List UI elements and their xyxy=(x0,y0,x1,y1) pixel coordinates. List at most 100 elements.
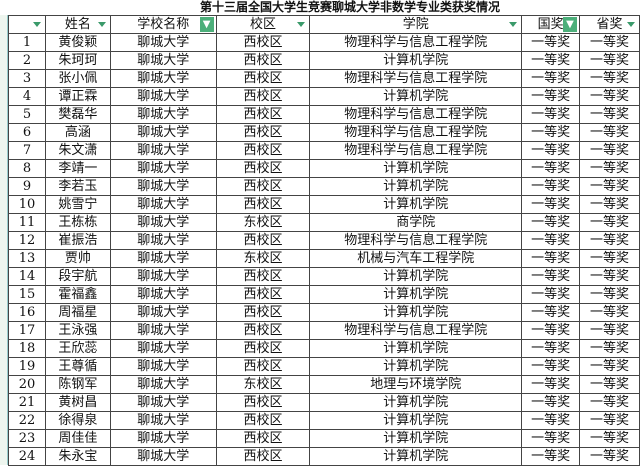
cell-campus[interactable]: 西校区 xyxy=(215,393,311,412)
cell-name[interactable]: 陈钢军 xyxy=(44,375,111,394)
cell-provincial-award[interactable]: 一等奖 xyxy=(579,303,640,322)
cell-school[interactable]: 聊城大学 xyxy=(109,393,217,412)
cell-name[interactable]: 高涵 xyxy=(44,123,111,142)
cell-national-award[interactable]: 一等奖 xyxy=(521,447,581,466)
cell-campus[interactable]: 西校区 xyxy=(215,87,311,106)
cell-index[interactable]: 19 xyxy=(8,357,46,376)
cell-name[interactable]: 朱永宝 xyxy=(44,447,111,466)
cell-provincial-award[interactable]: 一等奖 xyxy=(579,51,640,70)
cell-school[interactable]: 聊城大学 xyxy=(109,429,217,448)
cell-national-award[interactable]: 一等奖 xyxy=(521,213,581,232)
cell-national-award[interactable]: 一等奖 xyxy=(521,339,581,358)
cell-index[interactable]: 9 xyxy=(8,177,46,196)
cell-campus[interactable]: 东校区 xyxy=(215,375,311,394)
cell-national-award[interactable]: 一等奖 xyxy=(521,177,581,196)
cell-name[interactable]: 朱文潇 xyxy=(44,141,111,160)
cell-name[interactable]: 黄树昌 xyxy=(44,393,111,412)
cell-school[interactable]: 聊城大学 xyxy=(109,375,217,394)
cell-school[interactable]: 聊城大学 xyxy=(109,303,217,322)
cell-campus[interactable]: 西校区 xyxy=(215,195,311,214)
cell-provincial-award[interactable]: 一等奖 xyxy=(579,447,640,466)
cell-college[interactable]: 计算机学院 xyxy=(309,87,523,106)
filter-dropdown-icon[interactable] xyxy=(32,22,41,27)
cell-college[interactable]: 物理科学与信息工程学院 xyxy=(309,141,523,160)
cell-national-award[interactable]: 一等奖 xyxy=(521,393,581,412)
cell-national-award[interactable]: 一等奖 xyxy=(521,195,581,214)
cell-campus[interactable]: 西校区 xyxy=(215,447,311,466)
cell-college[interactable]: 物理科学与信息工程学院 xyxy=(309,123,523,142)
cell-college[interactable]: 计算机学院 xyxy=(309,393,523,412)
cell-provincial-award[interactable]: 一等奖 xyxy=(579,231,640,250)
cell-index[interactable]: 16 xyxy=(8,303,46,322)
cell-name[interactable]: 李若玉 xyxy=(44,177,111,196)
cell-index[interactable]: 11 xyxy=(8,213,46,232)
cell-national-award[interactable]: 一等奖 xyxy=(521,411,581,430)
cell-provincial-award[interactable]: 一等奖 xyxy=(579,375,640,394)
cell-college[interactable]: 商学院 xyxy=(309,213,523,232)
filter-dropdown-icon[interactable] xyxy=(297,22,306,27)
cell-national-award[interactable]: 一等奖 xyxy=(521,357,581,376)
cell-provincial-award[interactable]: 一等奖 xyxy=(579,339,640,358)
cell-school[interactable]: 聊城大学 xyxy=(109,249,217,268)
cell-index[interactable]: 6 xyxy=(8,123,46,142)
cell-provincial-award[interactable]: 一等奖 xyxy=(579,177,640,196)
cell-college[interactable]: 计算机学院 xyxy=(309,267,523,286)
cell-national-award[interactable]: 一等奖 xyxy=(521,321,581,340)
cell-index[interactable]: 4 xyxy=(8,87,46,106)
cell-name[interactable]: 王欣蕊 xyxy=(44,339,111,358)
cell-provincial-award[interactable]: 一等奖 xyxy=(579,195,640,214)
cell-index[interactable]: 8 xyxy=(8,159,46,178)
cell-provincial-award[interactable]: 一等奖 xyxy=(579,267,640,286)
cell-provincial-award[interactable]: 一等奖 xyxy=(579,123,640,142)
cell-school[interactable]: 聊城大学 xyxy=(109,177,217,196)
cell-provincial-award[interactable]: 一等奖 xyxy=(579,321,640,340)
cell-campus[interactable]: 东校区 xyxy=(215,213,311,232)
cell-name[interactable]: 樊磊华 xyxy=(44,105,111,124)
cell-name[interactable]: 崔振浩 xyxy=(44,231,111,250)
cell-provincial-award[interactable]: 一等奖 xyxy=(579,393,640,412)
cell-college[interactable]: 计算机学院 xyxy=(309,195,523,214)
cell-national-award[interactable]: 一等奖 xyxy=(521,375,581,394)
cell-campus[interactable]: 东校区 xyxy=(215,249,311,268)
filter-dropdown-icon[interactable] xyxy=(509,22,518,27)
cell-index[interactable]: 21 xyxy=(8,393,46,412)
cell-campus[interactable]: 西校区 xyxy=(215,33,311,52)
cell-campus[interactable]: 西校区 xyxy=(215,285,311,304)
cell-index[interactable]: 7 xyxy=(8,141,46,160)
cell-school[interactable]: 聊城大学 xyxy=(109,339,217,358)
cell-school[interactable]: 聊城大学 xyxy=(109,213,217,232)
cell-school[interactable]: 聊城大学 xyxy=(109,105,217,124)
cell-school[interactable]: 聊城大学 xyxy=(109,447,217,466)
cell-national-award[interactable]: 一等奖 xyxy=(521,33,581,52)
filter-dropdown-icon[interactable] xyxy=(627,22,635,27)
cell-college[interactable]: 物理科学与信息工程学院 xyxy=(309,321,523,340)
cell-national-award[interactable]: 一等奖 xyxy=(521,249,581,268)
cell-school[interactable]: 聊城大学 xyxy=(109,285,217,304)
cell-name[interactable]: 王泳强 xyxy=(44,321,111,340)
cell-college[interactable]: 计算机学院 xyxy=(309,429,523,448)
cell-campus[interactable]: 西校区 xyxy=(215,105,311,124)
cell-school[interactable]: 聊城大学 xyxy=(109,87,217,106)
cell-index[interactable]: 18 xyxy=(8,339,46,358)
cell-national-award[interactable]: 一等奖 xyxy=(521,51,581,70)
cell-campus[interactable]: 西校区 xyxy=(215,429,311,448)
cell-national-award[interactable]: 一等奖 xyxy=(521,141,581,160)
cell-provincial-award[interactable]: 一等奖 xyxy=(579,249,640,268)
cell-name[interactable]: 朱珂珂 xyxy=(44,51,111,70)
cell-name[interactable]: 周福星 xyxy=(44,303,111,322)
cell-provincial-award[interactable]: 一等奖 xyxy=(579,213,640,232)
cell-school[interactable]: 聊城大学 xyxy=(109,231,217,250)
cell-college[interactable]: 物理科学与信息工程学院 xyxy=(309,105,523,124)
cell-school[interactable]: 聊城大学 xyxy=(109,411,217,430)
cell-index[interactable]: 17 xyxy=(8,321,46,340)
cell-school[interactable]: 聊城大学 xyxy=(109,51,217,70)
cell-college[interactable]: 地理与环境学院 xyxy=(309,375,523,394)
cell-school[interactable]: 聊城大学 xyxy=(109,69,217,88)
cell-index[interactable]: 10 xyxy=(8,195,46,214)
cell-school[interactable]: 聊城大学 xyxy=(109,195,217,214)
cell-campus[interactable]: 西校区 xyxy=(215,69,311,88)
cell-campus[interactable]: 西校区 xyxy=(215,303,311,322)
cell-index[interactable]: 3 xyxy=(8,69,46,88)
cell-provincial-award[interactable]: 一等奖 xyxy=(579,357,640,376)
filter-active-icon[interactable]: ▼ xyxy=(563,17,578,32)
